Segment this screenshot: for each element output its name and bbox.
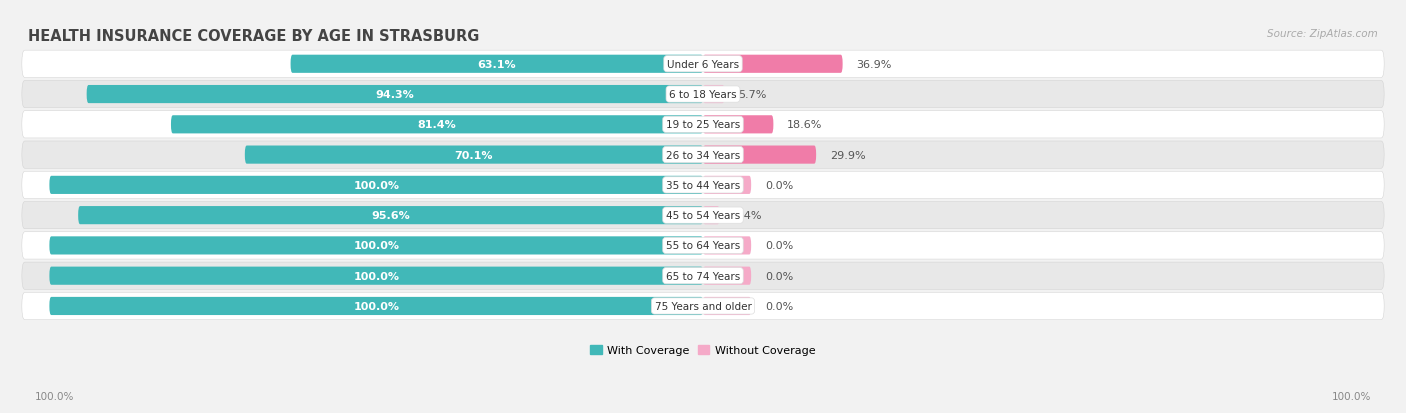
FancyBboxPatch shape: [703, 237, 751, 255]
FancyBboxPatch shape: [22, 112, 1384, 139]
FancyBboxPatch shape: [703, 56, 842, 74]
Legend: With Coverage, Without Coverage: With Coverage, Without Coverage: [588, 342, 818, 358]
FancyBboxPatch shape: [703, 146, 815, 164]
Text: 100.0%: 100.0%: [353, 241, 399, 251]
FancyBboxPatch shape: [22, 232, 1384, 259]
FancyBboxPatch shape: [49, 176, 703, 195]
Text: 45 to 54 Years: 45 to 54 Years: [666, 211, 740, 221]
FancyBboxPatch shape: [703, 206, 720, 225]
Text: 63.1%: 63.1%: [478, 59, 516, 70]
FancyBboxPatch shape: [22, 142, 1384, 169]
Text: 75 Years and older: 75 Years and older: [655, 301, 751, 311]
FancyBboxPatch shape: [22, 81, 1384, 108]
Text: HEALTH INSURANCE COVERAGE BY AGE IN STRASBURG: HEALTH INSURANCE COVERAGE BY AGE IN STRA…: [28, 29, 479, 44]
FancyBboxPatch shape: [49, 237, 703, 255]
FancyBboxPatch shape: [79, 206, 703, 225]
Text: 55 to 64 Years: 55 to 64 Years: [666, 241, 740, 251]
Text: 35 to 44 Years: 35 to 44 Years: [666, 180, 740, 190]
FancyBboxPatch shape: [703, 176, 751, 195]
FancyBboxPatch shape: [22, 262, 1384, 290]
FancyBboxPatch shape: [245, 146, 703, 164]
Text: 5.7%: 5.7%: [738, 90, 766, 100]
Text: 65 to 74 Years: 65 to 74 Years: [666, 271, 740, 281]
Text: 70.1%: 70.1%: [454, 150, 494, 160]
FancyBboxPatch shape: [703, 116, 773, 134]
Text: 100.0%: 100.0%: [1331, 391, 1371, 401]
Text: 100.0%: 100.0%: [353, 271, 399, 281]
Text: 4.4%: 4.4%: [734, 211, 762, 221]
Text: 6 to 18 Years: 6 to 18 Years: [669, 90, 737, 100]
FancyBboxPatch shape: [87, 86, 703, 104]
FancyBboxPatch shape: [49, 267, 703, 285]
Text: 29.9%: 29.9%: [830, 150, 866, 160]
FancyBboxPatch shape: [703, 297, 751, 315]
Text: 0.0%: 0.0%: [765, 301, 793, 311]
Text: Source: ZipAtlas.com: Source: ZipAtlas.com: [1267, 29, 1378, 39]
Text: 100.0%: 100.0%: [35, 391, 75, 401]
FancyBboxPatch shape: [22, 172, 1384, 199]
Text: 100.0%: 100.0%: [353, 301, 399, 311]
FancyBboxPatch shape: [22, 202, 1384, 229]
FancyBboxPatch shape: [703, 86, 724, 104]
FancyBboxPatch shape: [22, 293, 1384, 320]
Text: 0.0%: 0.0%: [765, 241, 793, 251]
FancyBboxPatch shape: [172, 116, 703, 134]
FancyBboxPatch shape: [291, 56, 703, 74]
Text: 95.6%: 95.6%: [371, 211, 411, 221]
FancyBboxPatch shape: [22, 51, 1384, 78]
FancyBboxPatch shape: [703, 267, 751, 285]
Text: 0.0%: 0.0%: [765, 271, 793, 281]
Text: 94.3%: 94.3%: [375, 90, 415, 100]
Text: 100.0%: 100.0%: [353, 180, 399, 190]
Text: 0.0%: 0.0%: [765, 180, 793, 190]
FancyBboxPatch shape: [49, 297, 703, 315]
Text: 36.9%: 36.9%: [856, 59, 891, 70]
Text: 18.6%: 18.6%: [787, 120, 823, 130]
Text: 26 to 34 Years: 26 to 34 Years: [666, 150, 740, 160]
Text: 19 to 25 Years: 19 to 25 Years: [666, 120, 740, 130]
Text: Under 6 Years: Under 6 Years: [666, 59, 740, 70]
Text: 81.4%: 81.4%: [418, 120, 457, 130]
